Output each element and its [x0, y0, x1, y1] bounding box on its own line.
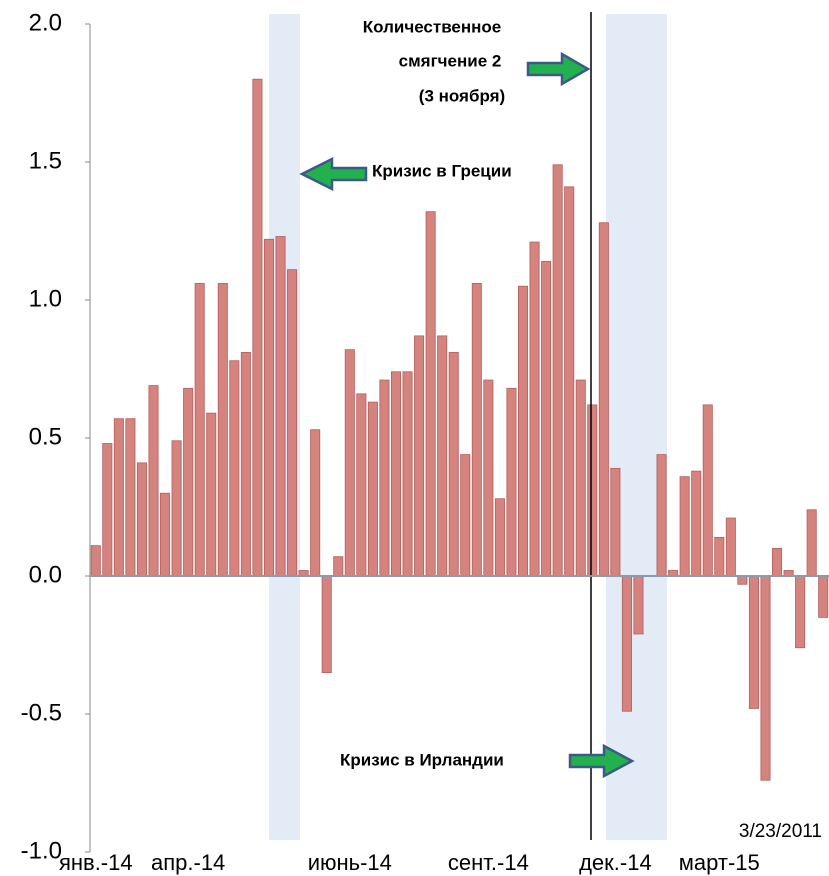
bar — [171, 440, 182, 577]
bar — [217, 283, 228, 577]
bar — [564, 186, 575, 577]
bar — [240, 352, 251, 577]
bar — [90, 545, 101, 577]
bar — [425, 211, 436, 577]
bar — [795, 575, 806, 649]
bar — [275, 236, 286, 577]
bar — [471, 283, 482, 577]
bar — [575, 379, 586, 577]
annotation: Кризис в Ирландии — [340, 750, 504, 769]
y-tick-label: 0.0 — [29, 561, 62, 588]
date-note: 3/23/2011 — [739, 821, 822, 842]
bar — [494, 498, 505, 577]
bar — [136, 462, 147, 577]
bar — [437, 335, 448, 577]
y-tick-label: -1.0 — [21, 837, 62, 864]
x-tick-label: дек.-14 — [579, 850, 652, 875]
bar — [679, 476, 690, 577]
bar — [310, 429, 321, 577]
bar — [379, 379, 390, 577]
bar — [725, 517, 736, 577]
bar — [541, 260, 552, 577]
shade-ireland — [606, 14, 667, 840]
arrow — [526, 51, 591, 87]
bar — [691, 470, 702, 577]
bar — [517, 285, 529, 577]
x-tick-label: март-15 — [679, 850, 760, 875]
bar — [633, 575, 644, 635]
bar — [772, 548, 783, 577]
bar — [333, 556, 344, 577]
bar — [113, 418, 124, 577]
bar — [587, 404, 598, 577]
arrow — [299, 156, 368, 192]
bar — [818, 575, 829, 618]
y-tick-label: 1.0 — [29, 285, 62, 312]
bar — [344, 349, 355, 577]
bar — [252, 78, 263, 577]
annotation: смягчение 2 — [399, 51, 502, 70]
bar — [356, 393, 367, 577]
y-tick-label: 0.5 — [29, 423, 62, 450]
bar — [806, 509, 817, 577]
annotation: Количественное — [363, 17, 502, 36]
bars — [90, 78, 829, 781]
bar — [621, 575, 632, 712]
bar — [402, 371, 413, 577]
bar — [160, 492, 171, 577]
bar — [148, 385, 159, 577]
bar — [229, 360, 240, 577]
bar — [714, 536, 725, 577]
bar — [414, 335, 425, 577]
bar — [125, 418, 136, 577]
bar — [448, 352, 459, 577]
bar — [656, 454, 667, 577]
bar — [748, 575, 759, 709]
bar — [183, 387, 194, 577]
y-tick-label: 1.5 — [29, 147, 62, 174]
x-tick-label: апр.-14 — [151, 850, 225, 875]
bar — [194, 283, 205, 577]
y-tick-label: 2.0 — [29, 9, 62, 36]
x-tick-label: янв.-14 — [59, 850, 133, 875]
bar — [102, 443, 113, 577]
bar — [610, 467, 621, 577]
bar — [460, 454, 471, 577]
bar — [702, 404, 713, 577]
bar — [263, 238, 274, 577]
annotation: Кризис в Греции — [372, 161, 512, 180]
bar — [552, 164, 563, 577]
annotation: (3 ноября) — [419, 86, 505, 105]
bar — [760, 575, 771, 781]
bar — [529, 241, 540, 577]
bar — [598, 222, 609, 577]
x-tick-label: сент.-14 — [448, 850, 529, 875]
bar — [367, 401, 378, 577]
bar — [390, 371, 402, 577]
bar — [737, 575, 748, 585]
bar — [483, 379, 494, 577]
arrow — [568, 743, 635, 779]
bar — [287, 269, 298, 577]
bar — [206, 412, 217, 577]
bar — [321, 575, 332, 673]
y-tick-label: -0.5 — [21, 699, 62, 726]
x-tick-label: июнь-14 — [308, 850, 392, 875]
bar — [506, 387, 517, 577]
